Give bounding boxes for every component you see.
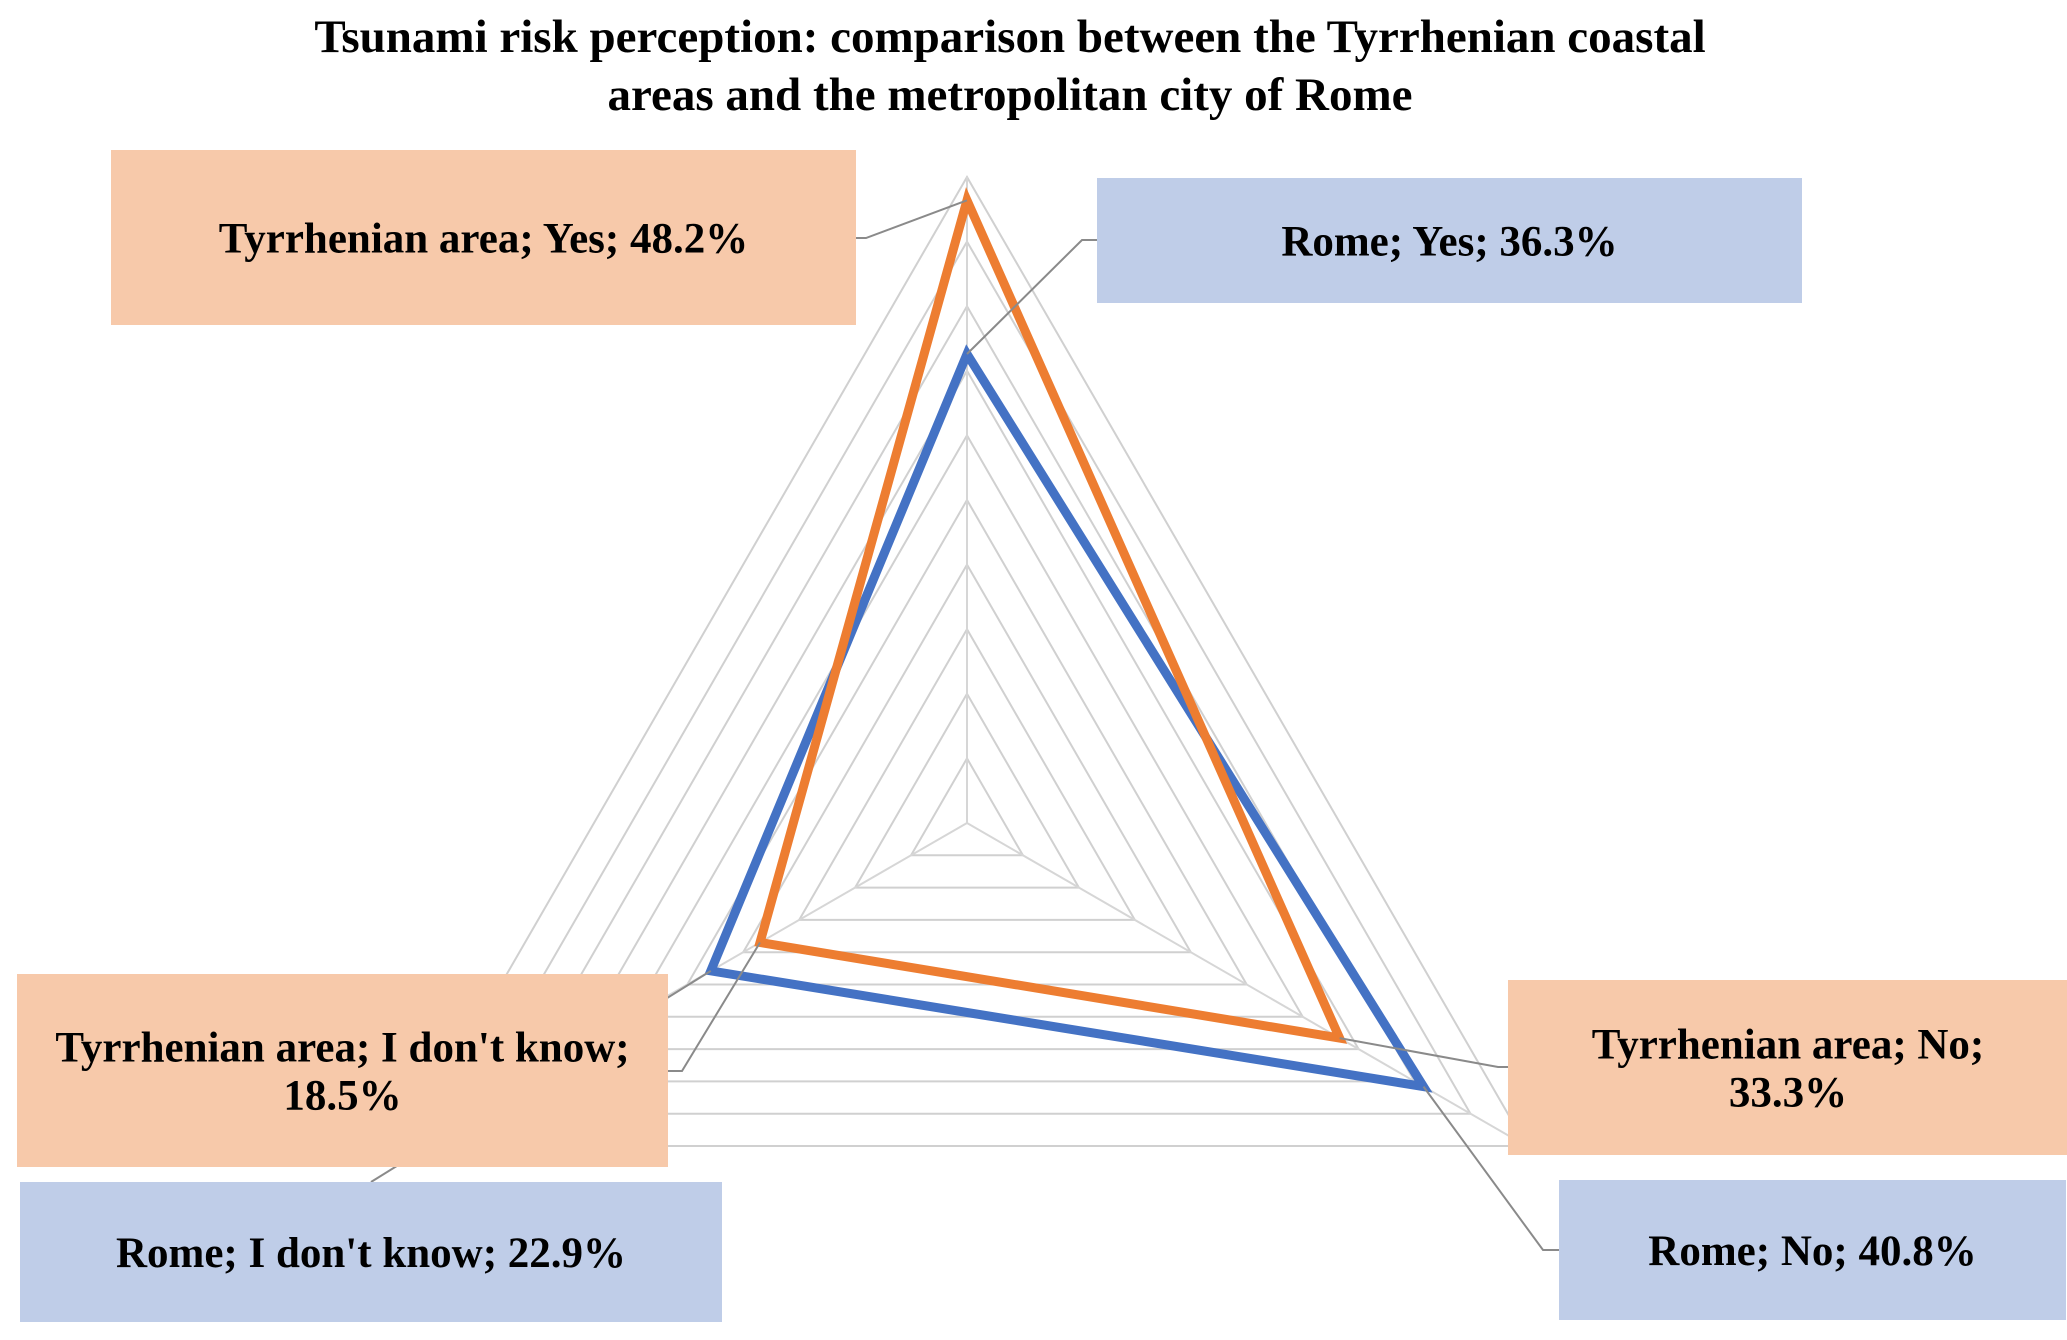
grid-ring-20 [741,562,1193,954]
leader-rome-yes [966,239,1097,355]
data-label-box-tyrrhenian-area-i-don-t-know [17,974,668,1167]
data-label-tyrrhenian-area-no-line-2: 33.3% [1729,1070,1847,1117]
grid-ring-45 [461,239,1473,1115]
grid-ring-25 [685,497,1249,986]
data-labels: Rome; Yes; 36.3% Rome; No; 40.8% Rome; I d… [17,150,2067,1322]
data-label-box-rome-no [1559,1180,2066,1320]
grid-ring-10 [853,691,1081,889]
grid-ring-5 [909,756,1025,857]
data-label-tyrrhenian-area-i-don-t-know-line-2: 18.5% [283,1073,401,1120]
data-label-tyrrhenian-area-i-don-t-know-line-1: Tyrrhenian area; I don't know; [55,1025,629,1072]
data-label-rome-yes: Rome; Yes; 36.3% [1281,219,1617,266]
data-label-tyrrhenian-area-no-line-1: Tyrrhenian area; No; [1592,1022,1985,1069]
axis-no [966,822,1527,1147]
leader-rome-no [1422,1086,1559,1251]
data-label-rome-no: Rome; No; 40.8% [1648,1228,1976,1275]
leader-tyrrhenian-area-i-don-t-know [668,941,761,1072]
data-label-box-rome-i-don-t-know [20,1182,722,1322]
leader-tyrrhenian-area-yes [856,199,968,239]
data-label-tyrrhenian-area-yes: Tyrrhenian area; Yes; 48.2% [219,216,748,263]
data-label-box-tyrrhenian-area-no [1508,980,2067,1155]
leader-tyrrhenian-area-no [1339,1037,1508,1068]
grid-ring-35 [573,368,1361,1051]
grid-ring-15 [797,627,1137,921]
grid-ring-50 [405,175,1529,1147]
data-label-box-tyrrhenian-area-yes [111,150,856,325]
chart-title-line-2: areas and the metropolitan city of Rome [608,69,1413,121]
data-label-rome-i-don-t-know: Rome; I don't know; 22.9% [116,1230,626,1277]
radar-series [704,187,1433,1093]
chart-title-line-1: Tsunami risk perception: comparison betw… [314,11,1705,63]
series-line-tyrrhenian-area [754,187,1348,1044]
data-label-box-rome-yes [1097,178,1802,303]
